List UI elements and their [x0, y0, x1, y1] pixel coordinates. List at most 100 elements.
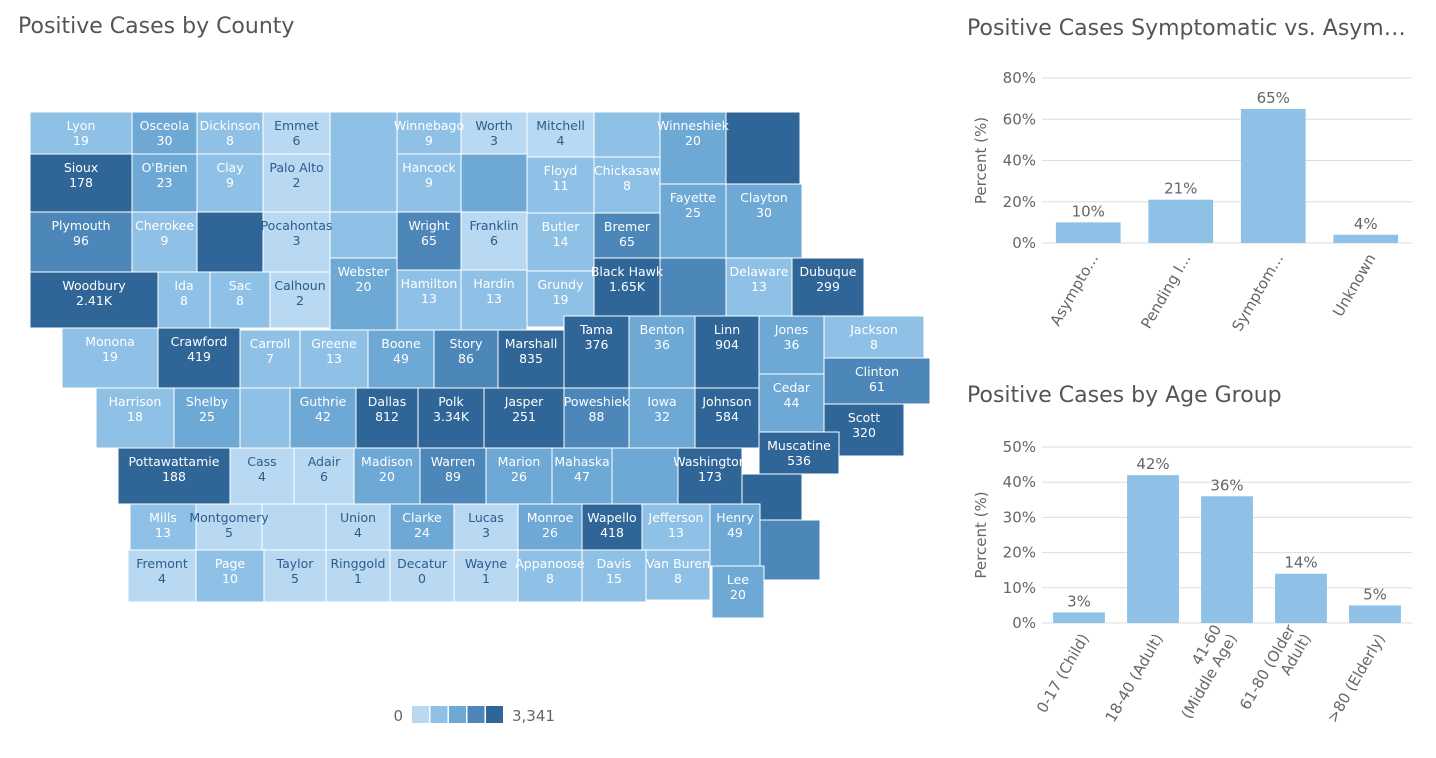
county-bremer[interactable]: [593, 212, 661, 259]
county-taylor[interactable]: [263, 549, 327, 603]
county-muscatine[interactable]: [758, 431, 840, 475]
county-value-label: 6: [490, 233, 498, 248]
county-value-label: 14: [553, 234, 569, 249]
county-clay[interactable]: [196, 153, 264, 213]
county-value-label: 30: [157, 133, 173, 148]
county-fayette[interactable]: [659, 183, 727, 259]
bar[interactable]: [1201, 496, 1253, 623]
county-name-label: Mitchell: [536, 118, 585, 133]
county-worth[interactable]: [460, 111, 528, 155]
county-hamilton[interactable]: [396, 269, 462, 331]
y-tick-label: 20%: [1003, 544, 1036, 562]
county-floyd[interactable]: [526, 156, 595, 214]
county-emmet[interactable]: [262, 111, 331, 155]
county-cedar[interactable]: [758, 373, 825, 433]
county-harrison[interactable]: [95, 387, 175, 449]
county-lee[interactable]: [711, 565, 765, 619]
county-value-label: 65: [421, 233, 437, 248]
county-clarke[interactable]: [389, 503, 455, 551]
county-polk[interactable]: [417, 387, 485, 449]
county-benton[interactable]: [628, 315, 696, 389]
county-marshall[interactable]: [497, 329, 565, 389]
map-legend: 0 3,341: [393, 706, 555, 725]
county-jackson[interactable]: [823, 315, 925, 359]
county-warren[interactable]: [419, 447, 487, 505]
county-calhoun[interactable]: [269, 271, 331, 329]
county-decatur[interactable]: [389, 549, 455, 603]
y-axis-label: Percent (%): [972, 117, 990, 204]
county-clinton[interactable]: [823, 357, 931, 405]
county-winneshiek[interactable]: [659, 111, 727, 185]
county-winnebago[interactable]: [396, 111, 462, 155]
bar[interactable]: [1240, 108, 1306, 243]
county-johnson[interactable]: [694, 387, 760, 449]
county-des-moines[interactable]: [759, 519, 821, 581]
county-sioux[interactable]: [29, 153, 133, 213]
county-audubon[interactable]: [239, 387, 291, 449]
county-allamakee[interactable]: [725, 111, 801, 185]
county-shelby[interactable]: [173, 387, 241, 449]
county-appanoose[interactable]: [517, 549, 583, 603]
county-delaware[interactable]: [725, 257, 793, 317]
county-guthrie[interactable]: [289, 387, 357, 449]
county-wright[interactable]: [396, 211, 462, 271]
county-chickasaw[interactable]: [593, 156, 661, 214]
county-poweshiek[interactable]: [563, 387, 630, 449]
county-osceola[interactable]: [131, 111, 198, 155]
county-van-buren[interactable]: [645, 549, 711, 601]
county-name-label: Appanoose: [515, 556, 585, 571]
county-palo-alto[interactable]: [262, 153, 331, 213]
county-plymouth[interactable]: [29, 211, 133, 273]
bar[interactable]: [1055, 222, 1121, 243]
county-madison[interactable]: [353, 447, 421, 505]
county-adair[interactable]: [293, 447, 355, 505]
county-value-label: 8: [674, 571, 682, 586]
county-hancock[interactable]: [396, 153, 462, 213]
county-henry[interactable]: [709, 503, 761, 567]
county-value-label: 178: [69, 175, 93, 190]
county-name-label: Wright: [408, 218, 449, 233]
county-buchanan[interactable]: [659, 257, 727, 317]
bar[interactable]: [1148, 199, 1214, 243]
county-name-label: Cherokee: [135, 218, 194, 233]
county-humboldt[interactable]: [329, 211, 398, 259]
county-page[interactable]: [195, 549, 265, 603]
county-jones[interactable]: [758, 315, 825, 375]
county-butler[interactable]: [526, 212, 595, 272]
county-cherokee[interactable]: [131, 211, 198, 273]
county-value-label: 19: [73, 133, 89, 148]
county-name-label: Adair: [308, 454, 341, 469]
bar[interactable]: [1333, 234, 1399, 243]
county-story[interactable]: [433, 329, 499, 389]
county-adams[interactable]: [261, 503, 327, 551]
legend-swatch: [430, 706, 448, 723]
county-cass[interactable]: [229, 447, 295, 505]
county-ida[interactable]: [157, 271, 211, 329]
bar[interactable]: [1127, 475, 1179, 623]
county-iowa[interactable]: [628, 387, 696, 449]
county-ringgold[interactable]: [325, 549, 391, 603]
county-boone[interactable]: [367, 329, 435, 389]
county-mitchell[interactable]: [526, 111, 595, 158]
county-monona[interactable]: [61, 327, 159, 389]
county-buena-vista[interactable]: [196, 211, 264, 273]
bar[interactable]: [1275, 573, 1327, 623]
county-sac[interactable]: [209, 271, 271, 329]
county-value-label: 20: [685, 133, 701, 148]
county-pocahontas[interactable]: [262, 211, 331, 273]
county-jefferson[interactable]: [641, 503, 711, 551]
county-value-label: 3.34K: [433, 409, 470, 424]
county-dubuque[interactable]: [791, 257, 865, 317]
county-value-label: 20: [730, 587, 746, 602]
county-davis[interactable]: [581, 549, 647, 603]
bar[interactable]: [1349, 605, 1401, 623]
county-crawford[interactable]: [157, 327, 241, 389]
county-value-label: 320: [852, 425, 876, 440]
bar[interactable]: [1053, 612, 1105, 623]
county-woodbury[interactable]: [29, 271, 159, 329]
county-lyon[interactable]: [29, 111, 133, 155]
county-mahaska[interactable]: [551, 447, 613, 505]
county-linn[interactable]: [694, 315, 760, 389]
county-carroll[interactable]: [239, 329, 301, 389]
county-map: Lyon19Osceola30Dickinson8Emmet6Winnebago…: [29, 111, 931, 619]
